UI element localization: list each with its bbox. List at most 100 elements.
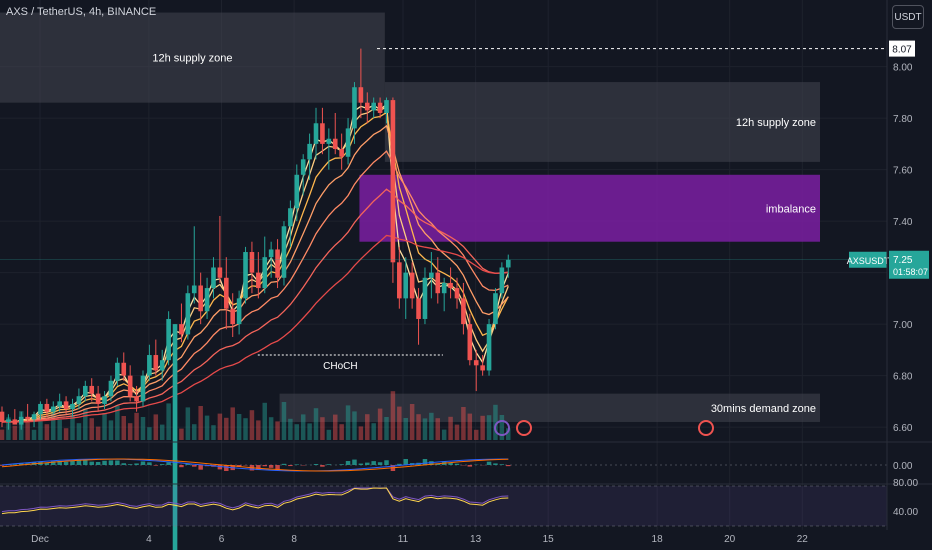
- macd-histogram-bar: [384, 460, 389, 465]
- candle-body: [384, 100, 389, 113]
- candle-body: [179, 324, 184, 335]
- macd-histogram-bar: [57, 460, 62, 465]
- macd-histogram-bar: [422, 459, 428, 465]
- macd-histogram-bar: [499, 464, 505, 465]
- candle-body: [57, 401, 62, 407]
- symbol-label: AXSUSDT: [847, 256, 890, 266]
- volume-bar: [166, 403, 171, 440]
- volume-bar: [281, 402, 287, 440]
- volume-bar: [352, 411, 357, 440]
- zone-box: [359, 174, 820, 242]
- volume-bar: [422, 418, 428, 440]
- x-tick-label: 15: [543, 534, 555, 545]
- x-tick-label: 13: [470, 534, 482, 545]
- candle-body: [166, 318, 171, 361]
- volume-bar: [140, 417, 146, 440]
- volume-bar: [403, 418, 408, 440]
- last-price-label: 7.25: [893, 255, 913, 266]
- macd-histogram-bar: [275, 465, 280, 471]
- candle-body: [249, 252, 255, 273]
- zone-box: [0, 12, 385, 103]
- x-tick-label: Dec: [31, 534, 49, 545]
- macd-histogram-bar: [352, 459, 357, 465]
- candle-body: [211, 267, 216, 289]
- volume-bar: [480, 415, 485, 440]
- zone-label: 12h supply zone: [152, 53, 232, 65]
- y-tick-label: 7.60: [893, 166, 913, 177]
- volume-bar: [217, 413, 223, 440]
- countdown-label: 01:58:07: [893, 267, 928, 277]
- zone-label: 30mins demand zone: [711, 403, 816, 415]
- chart-title[interactable]: AXS / TetherUS, 4h, BINANCE: [6, 6, 157, 18]
- candle-body: [403, 272, 409, 299]
- macd-histogram-bar: [76, 460, 82, 465]
- x-tick-label: 11: [398, 534, 409, 545]
- volume-bar: [275, 421, 280, 440]
- volume-bar: [236, 414, 242, 440]
- volume-bar: [127, 423, 133, 440]
- volume-bar: [134, 412, 139, 440]
- volume-bar: [493, 404, 498, 440]
- candle-body: [358, 87, 364, 103]
- candle-body: [236, 298, 242, 325]
- volume-bar: [313, 408, 319, 440]
- x-tick-label: 8: [291, 534, 297, 545]
- volume-bar: [51, 410, 56, 440]
- candle-body: [371, 102, 376, 111]
- macd-histogram-bar: [108, 460, 114, 465]
- candle-body: [50, 406, 56, 412]
- candle-body: [89, 385, 95, 394]
- candle-body: [223, 277, 229, 309]
- last-price-tag: [889, 250, 929, 279]
- candle-body: [172, 324, 178, 550]
- volume-bar: [262, 402, 267, 440]
- candle-body: [448, 282, 453, 289]
- volume-bar: [38, 414, 43, 440]
- volume-bar: [224, 417, 229, 440]
- candle-body: [63, 401, 69, 410]
- macd-histogram-bar: [371, 461, 376, 465]
- volume-bar: [326, 429, 332, 440]
- volume-bar: [70, 414, 75, 440]
- candle-body: [115, 362, 120, 381]
- volume-bar: [371, 423, 376, 440]
- candle-body: [397, 262, 402, 299]
- candle-body: [256, 272, 261, 289]
- candle-body: [275, 249, 280, 278]
- volume-bar: [57, 419, 62, 440]
- volume-bar: [243, 418, 248, 440]
- zone-box: [384, 82, 820, 162]
- volume-bar: [44, 424, 50, 440]
- macd-histogram-bar: [192, 465, 197, 467]
- macd-histogram-bar: [294, 464, 300, 465]
- candle-body: [76, 396, 82, 404]
- volume-bar: [230, 407, 235, 440]
- volume-bar: [115, 405, 120, 440]
- ema-ribbon-line: [1, 150, 509, 423]
- macd-histogram-bar: [365, 462, 370, 465]
- macd-histogram-bar: [288, 465, 293, 467]
- volume-bar: [31, 429, 37, 440]
- candle-body: [307, 143, 312, 160]
- volume-bar: [121, 416, 127, 440]
- currency-selector[interactable]: USDT: [892, 5, 924, 29]
- candle-body: [429, 272, 434, 278]
- zone-label: imbalance: [766, 203, 816, 215]
- volume-bar: [390, 391, 396, 440]
- macd-histogram-bar: [63, 461, 69, 465]
- x-tick-label: 22: [797, 534, 809, 545]
- volume-bar: [461, 407, 466, 440]
- macd-histogram-bar: [83, 460, 88, 465]
- macd-histogram-bar: [12, 464, 18, 465]
- volume-bar: [339, 424, 344, 440]
- volume-bar: [435, 418, 441, 440]
- macd-histogram-bar: [377, 462, 383, 465]
- volume-bar: [429, 412, 434, 440]
- macd-histogram-bar: [70, 460, 75, 465]
- volume-bar: [416, 414, 421, 440]
- macd-histogram-bar: [281, 463, 287, 465]
- macd-histogram-bar: [127, 464, 133, 465]
- macd-histogram-bar: [217, 465, 223, 470]
- event-icon: [494, 420, 510, 436]
